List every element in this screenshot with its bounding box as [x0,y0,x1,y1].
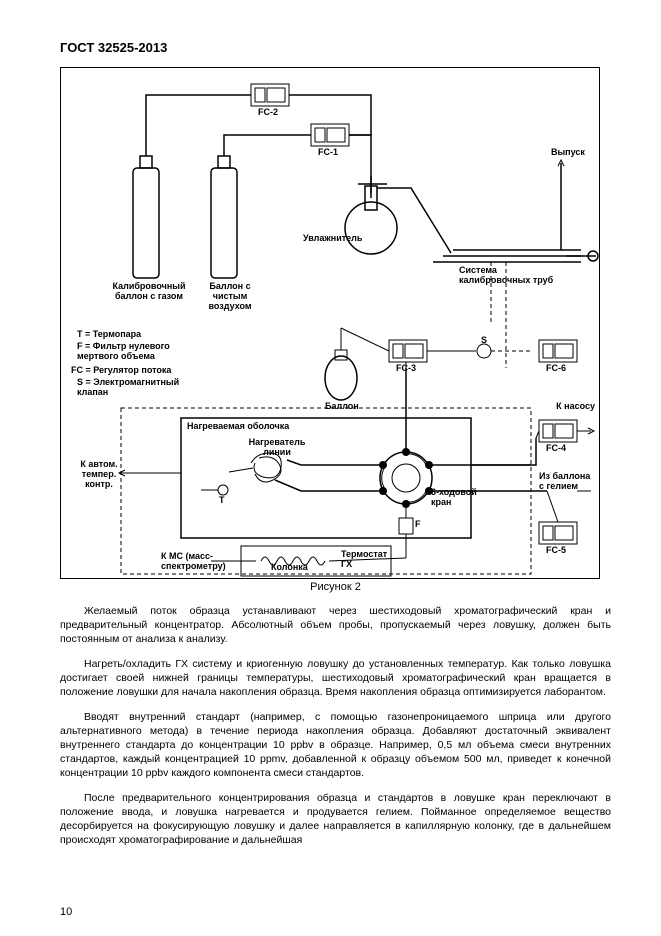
ballon-label: Баллон [325,402,359,412]
kolonka-label: Колонка [271,563,308,573]
legend-fc: FC = Регулятор потока [71,366,171,376]
fc1-label: FC-1 [318,148,338,158]
iz-ballona-label: Из баллона с гелием [539,472,595,492]
nagr-linii-label: Нагреватель линии [247,438,307,458]
k-ms-label: К МС (масс-спектрометру) [161,552,231,572]
page-number: 10 [60,906,72,918]
vypusk-label: Выпуск [551,148,585,158]
paragraph-1: Желаемый поток образца устанавливают чер… [60,604,611,647]
s-mark: S [481,336,487,346]
paragraph-4: После предварительного концентрирования … [60,791,611,848]
ballon-vozdukh-label: Баллон с чистым воздухом [201,282,259,312]
fc3-label: FC-3 [396,364,416,374]
fc4-label: FC-4 [546,444,566,454]
kran-label: 6-ходовой кран [431,488,481,508]
paragraph-2: Нагреть/охладить ГХ систему и криогенную… [60,657,611,700]
paragraph-3: Вводят внутренний стандарт (например, с … [60,710,611,781]
legend-t: T = Термопара [77,330,141,340]
sistema-trub-label: Система калибровочных труб [459,266,569,286]
k-nasosu-label: К насосу [556,402,595,412]
nagr-obolochka-label: Нагреваемая оболочка [187,422,289,432]
document-header: ГОСТ 32525-2013 [60,40,611,55]
figure-caption: Рисунок 2 [60,581,611,593]
legend-s: S = Электромагнитный клапан [77,378,207,398]
legend-f: F = Фильтр нулевого мертвого объема [77,342,207,362]
figure-2-diagram: FC-2 FC-1 FC-3 FC-6 FC-4 FC-5 Выпуск Увл… [60,67,600,579]
fc2-label: FC-2 [258,108,278,118]
kalib-ballon-label: Калибровочный баллон с газом [107,282,191,302]
uvlazhnitel-label: Увлажнитель [303,234,362,244]
page: ГОСТ 32525-2013 [0,0,661,936]
fc6-label: FC-6 [546,364,566,374]
fc5-label: FC-5 [546,546,566,556]
f-mark: F [415,520,421,530]
diagram-svg [61,68,601,580]
termostat-label: Термостат ГХ [341,550,397,570]
k-avtom-label: К автом. темпер. контр. [75,460,123,490]
t-mark: T [219,496,225,506]
